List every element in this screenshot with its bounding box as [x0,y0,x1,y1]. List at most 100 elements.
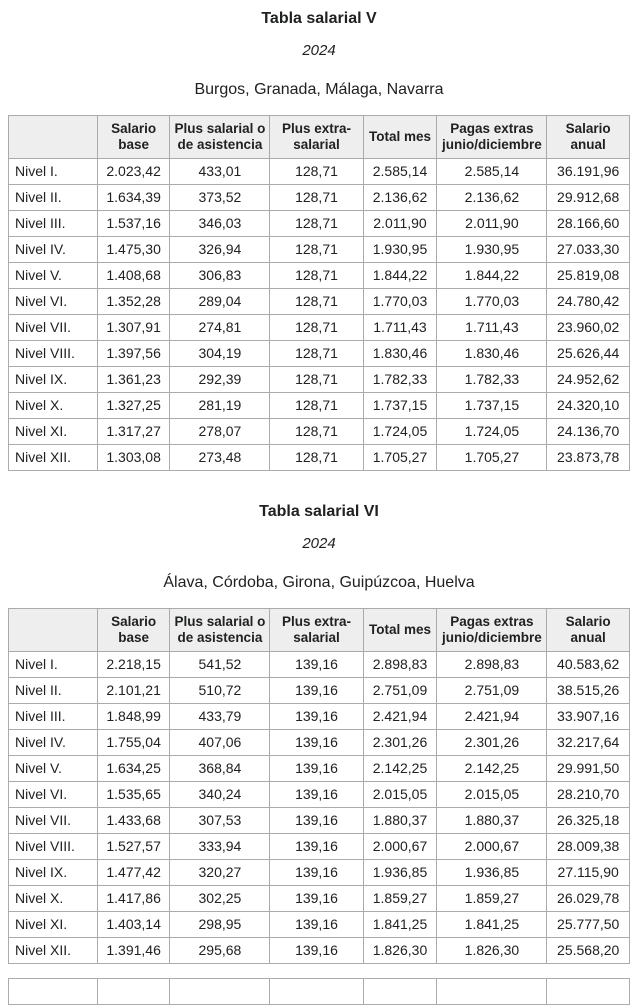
value-cell: 2.898,83 [362,651,438,678]
value-cell: 510,72 [169,677,271,704]
header-salario-base: Salario base [96,608,171,652]
value-cell: 1.307,91 [96,314,171,341]
value-cell: 1.634,39 [96,184,171,211]
level-cell: Nivel IX. [8,859,98,886]
section-provinces: Álava, Córdoba, Girona, Guipúzcoa, Huelv… [163,574,475,591]
value-cell: 2.015,05 [362,781,438,808]
value-cell: 1.737,15 [362,392,438,419]
value-cell: 27.115,90 [546,859,630,886]
value-cell: 28.009,38 [546,833,630,860]
salary-document: Tabla salarial V 2024 Burgos, Granada, M… [8,10,630,1005]
value-cell: 24.320,10 [546,392,630,419]
section-tabla-vi: Tabla salarial VI 2024 Álava, Córdoba, G… [8,503,630,964]
value-cell: 2.136,62 [436,184,548,211]
level-cell: Nivel X. [8,392,98,419]
value-cell: 1.880,37 [436,807,548,834]
value-cell: 333,94 [169,833,271,860]
section-year: 2024 [302,535,336,552]
level-cell: Nivel III. [8,210,98,237]
level-cell: Nivel VI. [8,781,98,808]
value-cell: 23.873,78 [546,444,630,471]
table-row: Nivel V. 1.408,68 306,83 128,71 1.844,22 1.84… [8,262,630,289]
header-level [8,115,98,159]
value-cell: 2.142,25 [362,755,438,782]
value-cell: 1.477,42 [96,859,171,886]
value-cell: 128,71 [269,288,364,315]
value-cell: 128,71 [269,418,364,445]
section-tabla-v: Tabla salarial V 2024 Burgos, Granada, M… [8,10,630,471]
value-cell: 139,16 [269,859,364,886]
level-cell: Nivel II. [8,184,98,211]
partial-cell [362,978,438,1005]
value-cell: 302,25 [169,885,271,912]
level-cell: Nivel XII. [8,937,98,964]
table-row: Nivel V. 1.634,25 368,84 139,16 2.142,25 2.14… [8,755,630,782]
value-cell: 1.537,16 [96,210,171,237]
value-cell: 2.011,90 [436,210,548,237]
partial-cell [8,978,98,1005]
value-cell: 1.391,46 [96,937,171,964]
value-cell: 1.930,95 [362,236,438,263]
value-cell: 2.301,26 [436,729,548,756]
partial-table-body [8,978,630,1005]
value-cell: 26.325,18 [546,807,630,834]
value-cell: 1.880,37 [362,807,438,834]
table-row: Nivel X. 1.327,25 281,19 128,71 1.737,15 1.73… [8,392,630,419]
value-cell: 128,71 [269,392,364,419]
level-cell: Nivel VI. [8,288,98,315]
value-cell: 1.361,23 [96,366,171,393]
value-cell: 2.136,62 [362,184,438,211]
value-cell: 278,07 [169,418,271,445]
value-cell: 128,71 [269,262,364,289]
value-cell: 128,71 [269,366,364,393]
value-cell: 320,27 [169,859,271,886]
value-cell: 304,19 [169,340,271,367]
value-cell: 1.848,99 [96,703,171,730]
value-cell: 128,71 [269,236,364,263]
value-cell: 1.770,03 [362,288,438,315]
section-year: 2024 [302,42,336,59]
value-cell: 326,94 [169,236,271,263]
value-cell: 27.033,30 [546,236,630,263]
header-salario-base: Salario base [96,115,171,159]
value-cell: 1.303,08 [96,444,171,471]
value-cell: 1.327,25 [96,392,171,419]
value-cell: 1.841,25 [362,911,438,938]
value-cell: 139,16 [269,781,364,808]
value-cell: 295,68 [169,937,271,964]
value-cell: 346,03 [169,210,271,237]
salary-table-v: Salario base Plus salarial o de asistenc… [8,115,630,471]
value-cell: 2.000,67 [362,833,438,860]
level-cell: Nivel IV. [8,729,98,756]
value-cell: 139,16 [269,703,364,730]
partial-next-table [8,978,630,1005]
table-row: Nivel VIII. 1.527,57 333,94 139,16 2.000,67 2… [8,833,630,860]
value-cell: 433,01 [169,158,271,185]
value-cell: 1.417,86 [96,885,171,912]
value-cell: 139,16 [269,937,364,964]
header-plus-extrasalarial: Plus extra-salarial [269,608,364,652]
table-row: Nivel II. 1.634,39 373,52 128,71 2.136,62 2.1… [8,184,630,211]
level-cell: Nivel IV. [8,236,98,263]
table-row: Nivel IX. 1.477,42 320,27 139,16 1.936,85 1.9… [8,859,630,886]
value-cell: 128,71 [269,210,364,237]
level-cell: Nivel X. [8,885,98,912]
value-cell: 2.301,26 [362,729,438,756]
value-cell: 139,16 [269,755,364,782]
level-cell: Nivel IX. [8,366,98,393]
header-plus-salarial: Plus salarial o de asistencia [169,608,271,652]
value-cell: 2.023,42 [96,158,171,185]
table-header: Salario base Plus salarial o de asistenc… [8,608,630,652]
value-cell: 29.991,50 [546,755,630,782]
table-row: Nivel VI. 1.352,28 289,04 128,71 1.770,03 1.7… [8,288,630,315]
value-cell: 1.844,22 [362,262,438,289]
level-cell: Nivel I. [8,651,98,678]
value-cell: 368,84 [169,755,271,782]
value-cell: 32.217,64 [546,729,630,756]
section-title: Tabla salarial V [261,10,377,27]
value-cell: 1.475,30 [96,236,171,263]
table-body: Nivel I. 2.218,15 541,52 139,16 2.898,83 2.89… [8,651,630,964]
partial-cell [96,978,171,1005]
level-cell: Nivel V. [8,262,98,289]
table-row: Nivel X. 1.417,86 302,25 139,16 1.859,27 1.85… [8,885,630,912]
